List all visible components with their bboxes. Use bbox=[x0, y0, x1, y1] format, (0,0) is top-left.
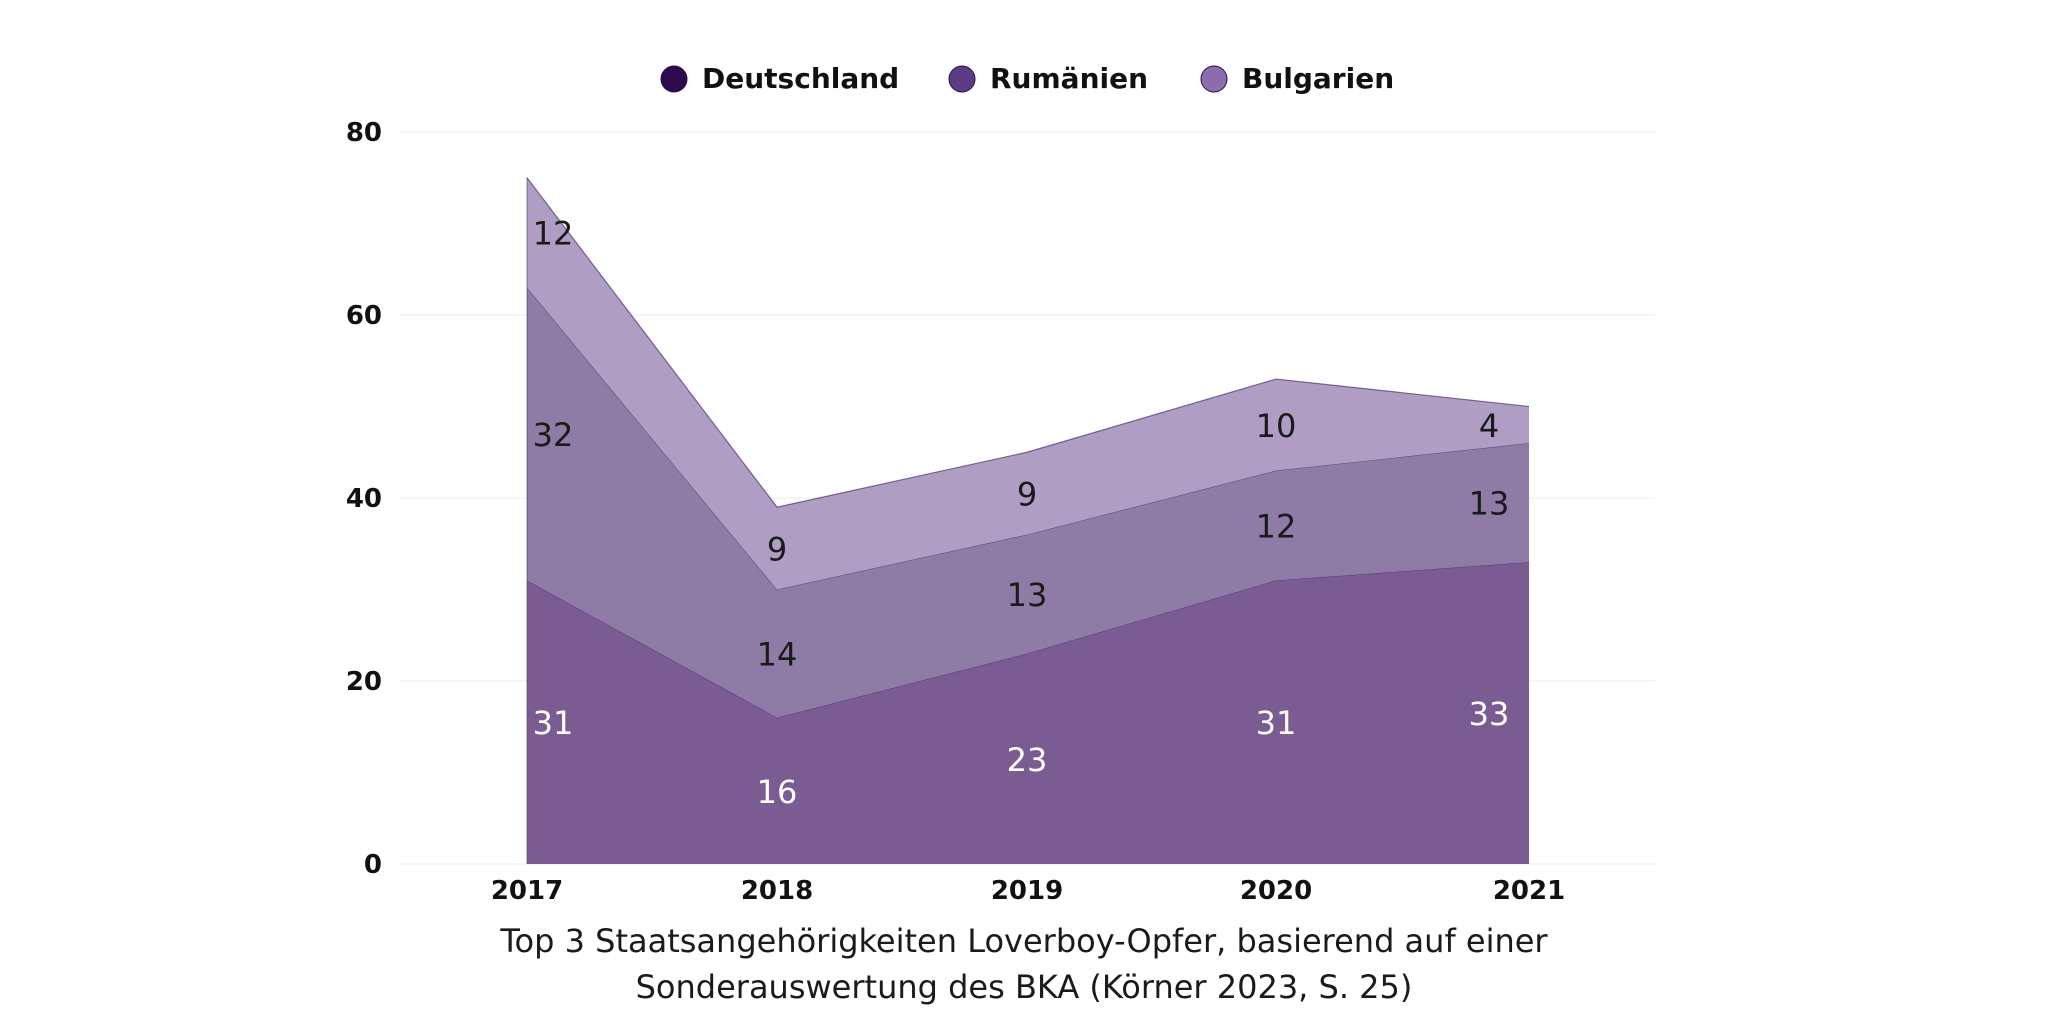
area-series bbox=[526, 177, 1530, 864]
legend-label-rumänien: Rumänien bbox=[990, 62, 1148, 95]
legend-label-deutschland: Deutschland bbox=[702, 62, 899, 95]
x-tick-label: 2020 bbox=[1240, 876, 1312, 906]
chart-caption: Top 3 Staatsangehörigkeiten Loverboy-Opf… bbox=[0, 918, 2048, 1010]
data-label: 14 bbox=[757, 636, 798, 674]
data-label: 10 bbox=[1256, 407, 1297, 445]
y-tick-label: 80 bbox=[346, 118, 382, 148]
data-label: 16 bbox=[757, 773, 798, 811]
x-tick-label: 2021 bbox=[1493, 876, 1565, 906]
caption-line-2: Sonderauswertung des BKA (Körner 2023, S… bbox=[635, 968, 1413, 1006]
data-label: 23 bbox=[1007, 741, 1048, 779]
data-label: 4 bbox=[1479, 407, 1499, 445]
data-label: 13 bbox=[1469, 485, 1510, 523]
data-label: 12 bbox=[1256, 507, 1297, 545]
legend-swatch-bulgarien bbox=[1200, 65, 1228, 93]
data-labels: 31 16 23 31 33 32 14 13 12 13 12 9 9 10 4 bbox=[533, 215, 1510, 811]
y-tick-label: 20 bbox=[346, 667, 382, 697]
y-tick-label: 0 bbox=[364, 850, 382, 880]
axis-ticks: 0 20 40 60 80 2017 2018 2019 2020 2021 bbox=[346, 118, 1565, 906]
data-label: 9 bbox=[767, 530, 787, 568]
y-tick-label: 40 bbox=[346, 484, 382, 514]
legend-label-bulgarien: Bulgarien bbox=[1242, 62, 1394, 95]
data-label: 13 bbox=[1007, 576, 1048, 614]
legend-swatch-deutschland bbox=[660, 65, 688, 93]
data-label: 31 bbox=[533, 704, 574, 742]
y-tick-label: 60 bbox=[346, 301, 382, 331]
legend-swatch-rumänien bbox=[948, 65, 976, 93]
area-deutschland bbox=[527, 562, 1529, 864]
x-tick-label: 2017 bbox=[491, 876, 563, 906]
data-label: 12 bbox=[533, 215, 574, 253]
data-label: 9 bbox=[1017, 475, 1037, 513]
data-label: 32 bbox=[533, 416, 574, 454]
area-bulgarien bbox=[527, 177, 1529, 590]
x-tick-label: 2019 bbox=[991, 876, 1063, 906]
area-edge-bulgarien bbox=[526, 177, 1530, 508]
data-label: 31 bbox=[1256, 704, 1297, 742]
legend: Deutschland Rumänien Bulgarien bbox=[660, 62, 1394, 95]
caption-line-1: Top 3 Staatsangehörigkeiten Loverboy-Opf… bbox=[500, 922, 1548, 960]
x-tick-label: 2018 bbox=[741, 876, 813, 906]
area-rumänien bbox=[527, 287, 1529, 718]
data-label: 33 bbox=[1469, 695, 1510, 733]
